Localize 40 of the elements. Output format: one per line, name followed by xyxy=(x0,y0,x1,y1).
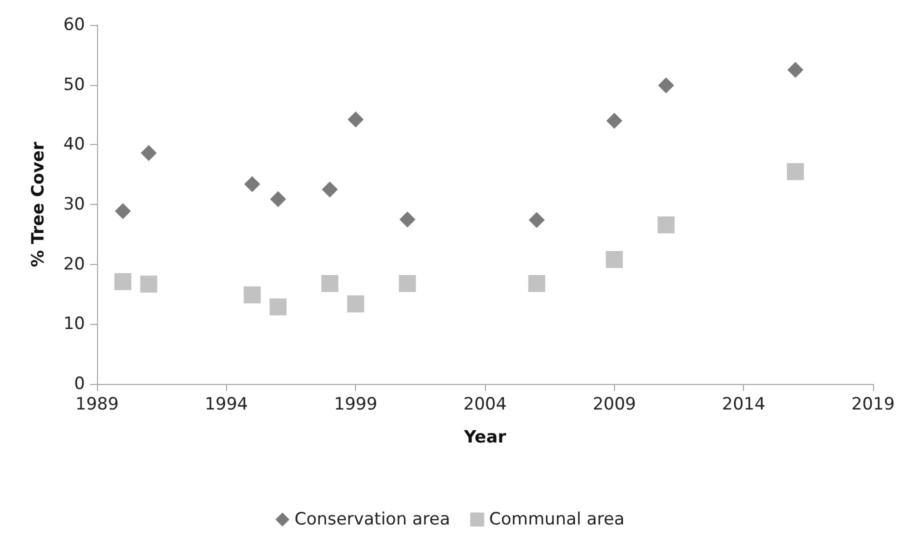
point xyxy=(348,112,364,128)
point xyxy=(140,145,157,162)
legend-label: Conservation area xyxy=(294,510,450,530)
point xyxy=(606,251,623,268)
x-tick-label: 1989 xyxy=(75,394,119,414)
y-tick-label: 10 xyxy=(63,314,85,334)
point xyxy=(658,216,675,234)
point xyxy=(786,163,804,180)
y-axis-title: % Tree Cover xyxy=(28,141,48,268)
point xyxy=(244,176,260,192)
x-tick-label: 2014 xyxy=(722,394,766,414)
x-tick-label: 2004 xyxy=(463,394,507,414)
point xyxy=(321,274,338,292)
x-axis-title: Year xyxy=(462,428,507,448)
x-tick-label: 1994 xyxy=(204,394,248,414)
y-tick-label: 40 xyxy=(63,134,85,155)
point xyxy=(270,298,287,316)
point xyxy=(398,274,416,292)
point xyxy=(322,182,338,198)
point xyxy=(528,212,545,228)
point xyxy=(270,191,286,208)
point xyxy=(140,276,158,293)
y-tick-label: 60 xyxy=(63,15,85,35)
x-tick-label: 2019 xyxy=(851,394,895,414)
y-tick-label: 50 xyxy=(63,74,85,95)
point xyxy=(606,112,622,129)
point xyxy=(114,273,132,290)
y-tick-label: 30 xyxy=(63,194,85,214)
point xyxy=(114,203,131,220)
x-tick-label: 2009 xyxy=(592,394,636,414)
legend-label: Communal area xyxy=(489,510,625,530)
y-tick-label: 0 xyxy=(74,374,85,394)
point xyxy=(787,62,804,78)
point xyxy=(347,295,364,312)
x-tick-label: 1999 xyxy=(334,394,378,414)
point xyxy=(244,286,261,304)
y-tick-label: 20 xyxy=(63,254,85,274)
point xyxy=(658,77,674,94)
point xyxy=(399,211,416,228)
point xyxy=(528,274,546,292)
